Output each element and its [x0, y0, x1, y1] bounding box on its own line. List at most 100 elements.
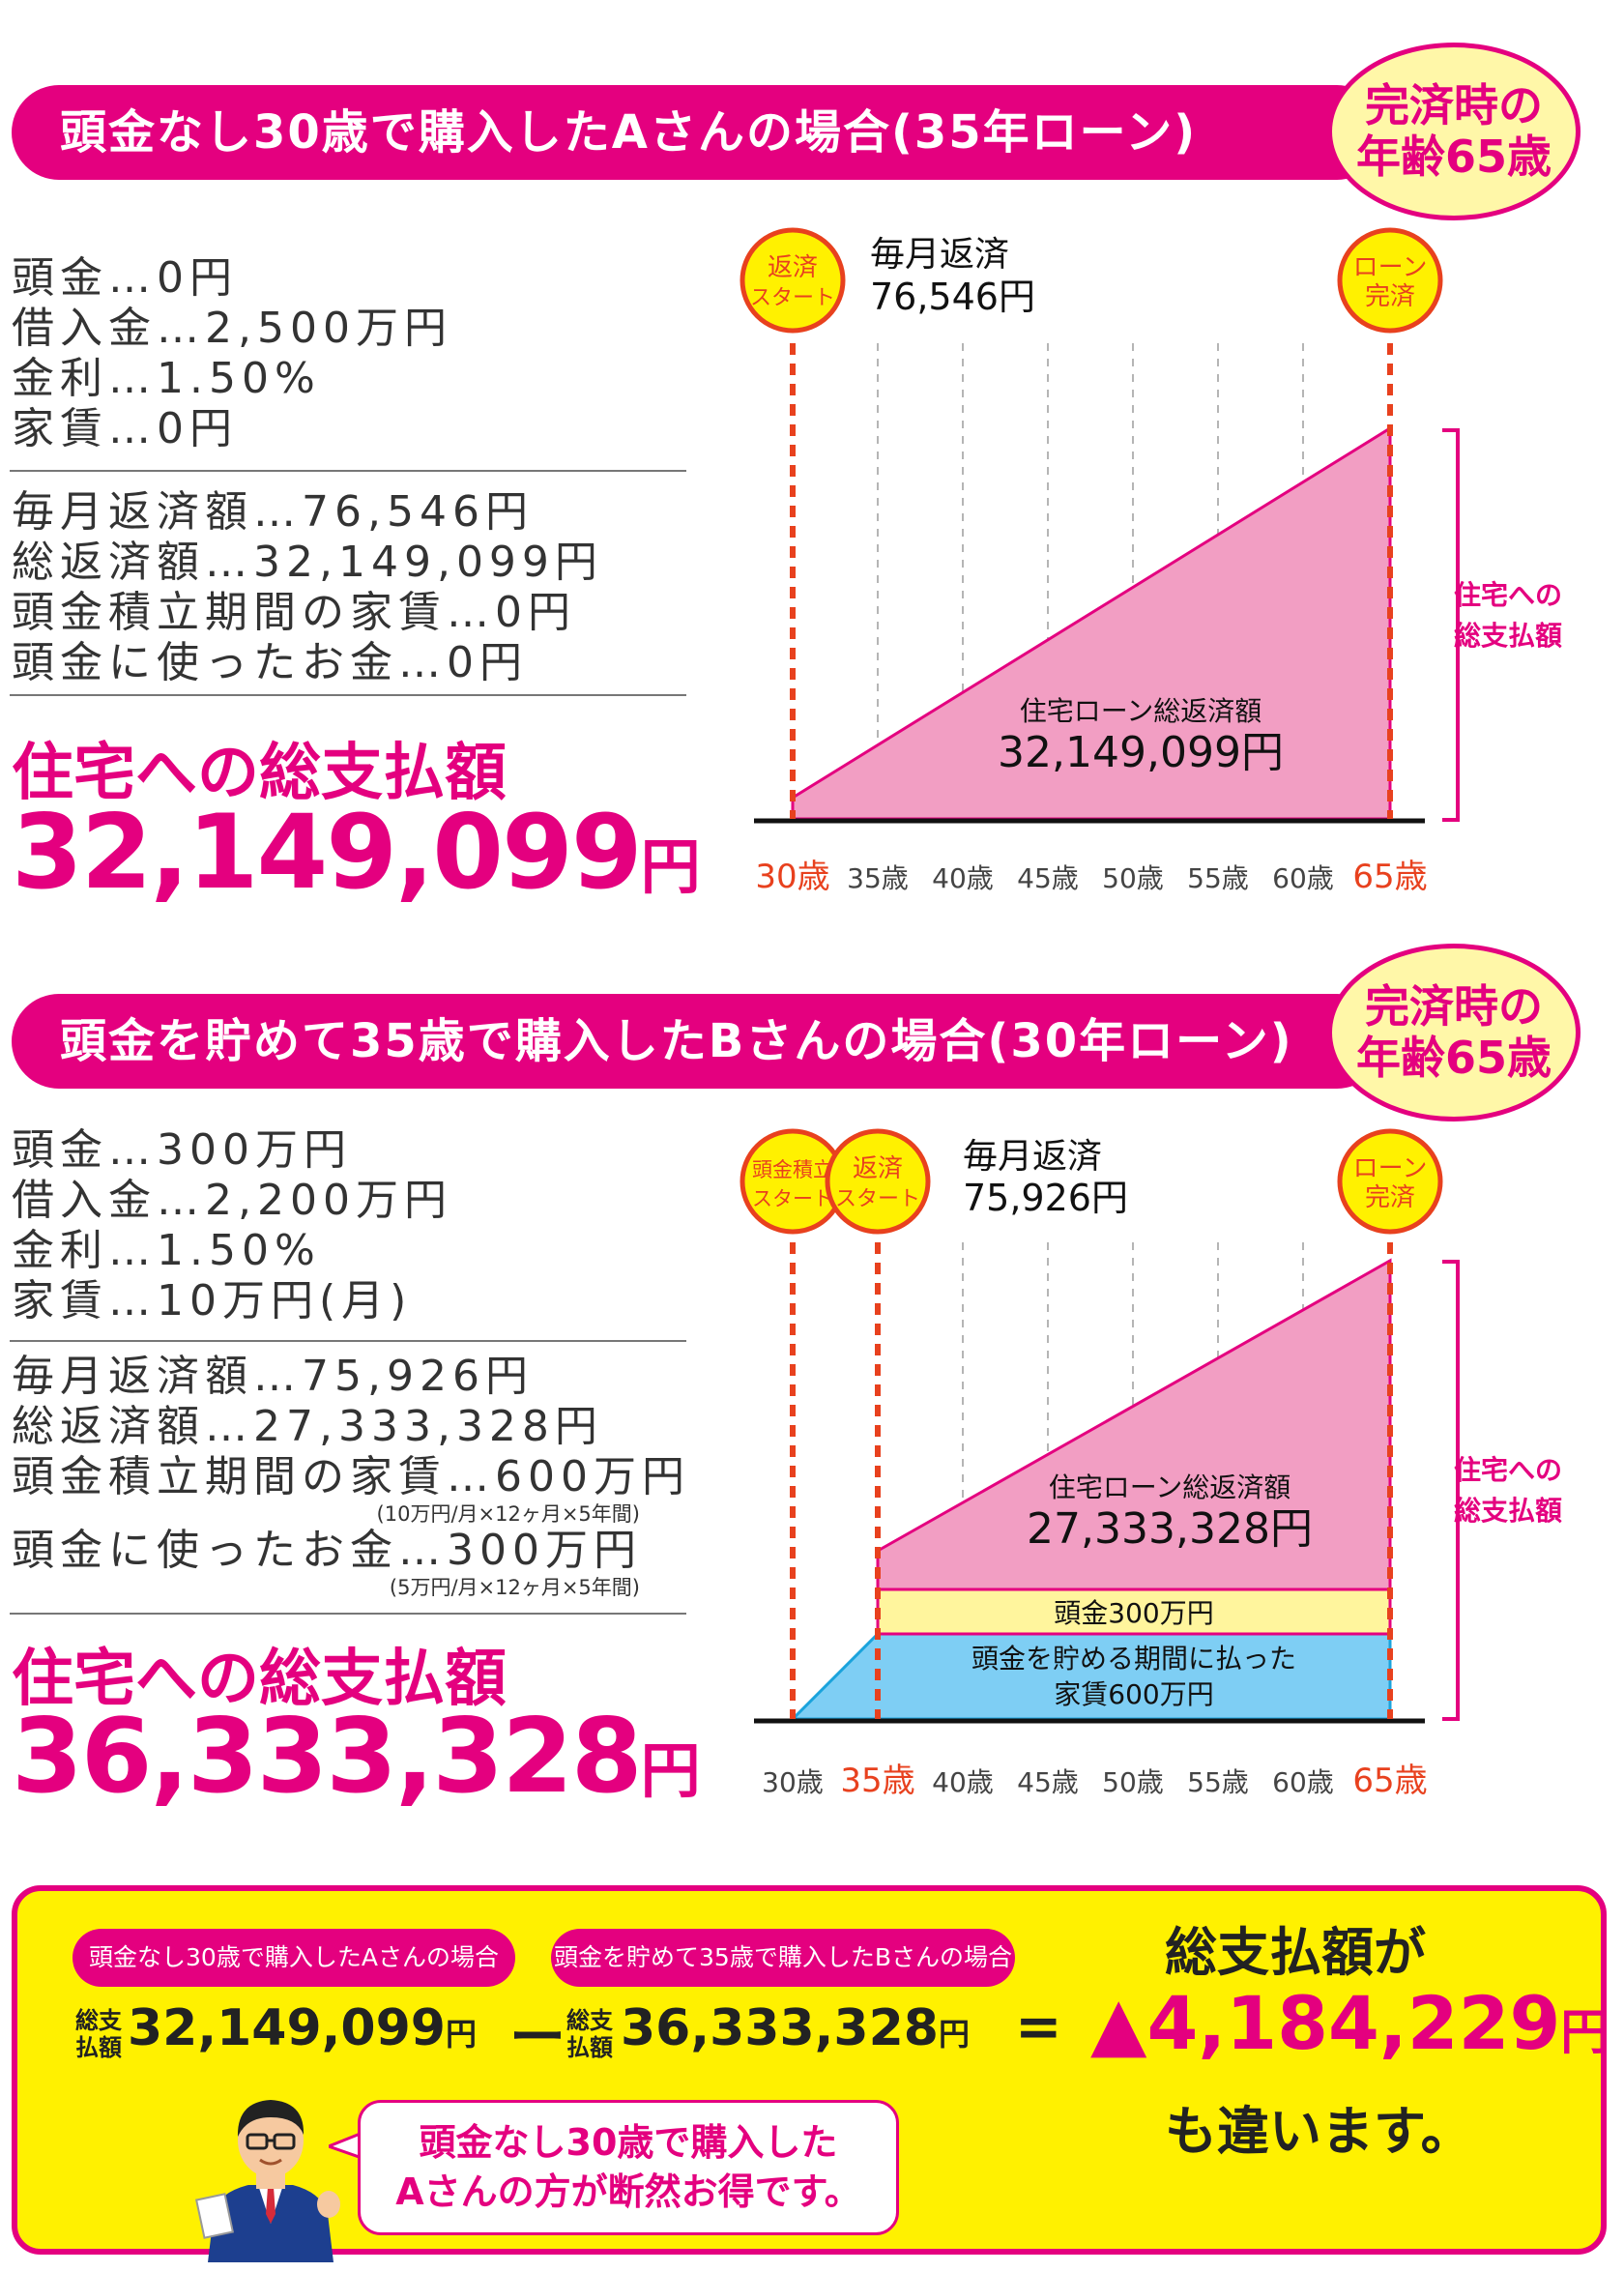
result-difference: ▲4,184,229円: [1090, 1980, 1610, 2066]
monthly-payment-label: 毎月返済: [963, 1137, 1102, 1177]
area-value: 32,149,099円: [998, 728, 1284, 777]
svg-text:ローン: ローン: [1353, 1154, 1428, 1183]
age-label: 45歳: [1017, 862, 1079, 894]
bubble-line1: 頭金なし30歳で購入した: [419, 2120, 838, 2164]
divider: [10, 1613, 686, 1615]
equals-sign: =: [1015, 1994, 1062, 2059]
rent-calc-note: (10万円/月×12ヶ月×5年間): [376, 1502, 640, 1526]
age-label: 60歳: [1272, 1766, 1334, 1798]
svg-text:スタート: スタート: [750, 286, 835, 310]
age-axis-labels: 30歳 35歳 40歳 45歳 50歳 55歳 60歳 65歳: [762, 1762, 1427, 1800]
section-a-total-label: 住宅への総支払額: [12, 738, 507, 809]
minus-sign: ー: [509, 2004, 566, 2070]
age-label: 50歳: [1102, 862, 1164, 894]
summary-amount-b: 36,333,328円: [621, 1999, 970, 2057]
bracket-label-2: 総支払額: [1454, 620, 1562, 652]
result-down-payment-used: 頭金に使ったお金…300万円: [12, 1526, 642, 1575]
repayment-start-marker: 返済 スタート: [825, 1128, 931, 1235]
section-b-conditions: 頭金…300万円 借入金…2,200万円 金利…1.50% 家賃…10万円(月): [12, 1125, 679, 1326]
age-label: 35歳: [840, 1762, 914, 1800]
summary-pill-b: 頭金を貯めて35歳で購入したBさんの場合: [551, 1929, 1015, 1987]
section-b-total-value: 36,333,328円: [12, 1697, 701, 1816]
bubble-line2: Aさんの方が断然お得です。: [395, 2170, 861, 2213]
businessman-illustration: [194, 2100, 340, 2262]
divider: [10, 694, 686, 696]
result-heading: 総支払額が: [1165, 1922, 1426, 1983]
result-down-payment-used: 頭金に使ったお金…0円: [12, 638, 528, 687]
fact-rent: 家賃…10万円(月): [12, 1276, 413, 1325]
result-monthly-payment: 毎月返済額…76,546円: [12, 487, 534, 537]
age-label: 65歳: [1352, 1762, 1427, 1800]
section-b-timeline-chart: 頭金積立 スタート 返済 スタート ローン 完済 毎月返済 75,926円 住宅…: [740, 1128, 1562, 1800]
age-label: 40歳: [932, 1766, 994, 1798]
summary-amount-a: 32,149,099円: [128, 1999, 477, 2057]
badge-line2: 年齢65歳: [1355, 131, 1552, 183]
section-b-banner: 頭金を貯めて35歳で購入したBさんの場合(30年ローン): [12, 994, 1384, 1089]
rent-label-2: 家賃600万円: [1054, 1678, 1213, 1710]
monthly-payment-value: 76,546円: [870, 276, 1035, 318]
age-label: 45歳: [1017, 1766, 1079, 1798]
section-b-payoff-age-badge: 完済時の 年齢65歳: [1327, 944, 1580, 1121]
loan-complete-marker: ローン 完済: [1337, 227, 1443, 334]
section-b-results: 毎月返済額…75,926円 総返済額…27,333,328円 頭金積立期間の家賃…: [12, 1352, 690, 1599]
fact-interest-rate: 金利…1.50%: [12, 1226, 321, 1275]
loan-complete-marker: ローン 完済: [1337, 1128, 1443, 1235]
area-label: 住宅ローン総返済額: [1020, 695, 1262, 727]
section-a-conditions: 頭金…0円 借入金…2,500万円 金利…1.50% 家賃…0円: [12, 253, 679, 454]
section-a-total-value: 32,149,099円: [12, 793, 701, 912]
age-label: 30歳: [755, 858, 829, 896]
bracket-label-2: 総支払額: [1454, 1495, 1562, 1527]
repayment-start-marker: 返済 スタート: [740, 227, 846, 334]
result-monthly-payment: 毎月返済額…75,926円: [12, 1352, 534, 1401]
svg-text:スタート: スタート: [835, 1187, 920, 1211]
age-axis-labels: 30歳 35歳 40歳 45歳 50歳 55歳 60歳 65歳: [755, 858, 1427, 896]
bracket-label-1: 住宅への: [1454, 579, 1562, 611]
divider: [10, 1340, 686, 1342]
svg-text:ローン: ローン: [1353, 253, 1428, 282]
age-label: 35歳: [847, 862, 909, 894]
badge-line1: 完済時の: [1365, 79, 1543, 132]
bracket-label-1: 住宅への: [1454, 1454, 1562, 1486]
total-bracket: [1442, 428, 1460, 822]
result-total-repayment: 総返済額…27,333,328円: [12, 1402, 603, 1451]
age-label: 55歳: [1187, 1766, 1249, 1798]
section-a-payoff-age-badge: 完済時の 年齢65歳: [1327, 43, 1580, 220]
section-b-total-label: 住宅への総支払額: [12, 1644, 507, 1715]
result-total-repayment: 総返済額…32,149,099円: [12, 538, 603, 587]
mini-total-label-b: 総支 払額: [566, 2007, 613, 2061]
rent-label-1: 頭金を貯める期間に払った: [972, 1643, 1296, 1675]
down-payment-calc-note: (5万円/月×12ヶ月×5年間): [389, 1576, 640, 1599]
age-label: 60歳: [1272, 862, 1334, 894]
fact-interest-rate: 金利…1.50%: [12, 354, 321, 403]
area-label: 住宅ローン総返済額: [1049, 1471, 1291, 1503]
result-rent-saving-period: 頭金積立期間の家賃…600万円: [12, 1452, 690, 1501]
result-tail: も違います。: [1165, 2101, 1473, 2162]
age-label: 65歳: [1352, 858, 1427, 896]
svg-text:スタート: スタート: [752, 1187, 833, 1210]
result-rent-saving-period: 頭金積立期間の家賃…0円: [12, 588, 576, 637]
monthly-payment-label: 毎月返済: [870, 235, 1009, 275]
section-a-timeline-chart: 返済 スタート ローン 完済 毎月返済 76,546円 住宅ローン総返済額 32…: [740, 227, 1562, 896]
fact-down-payment: 頭金…300万円: [12, 1125, 352, 1175]
svg-text:完済: 完済: [1365, 1183, 1415, 1212]
area-value: 27,333,328円: [1027, 1504, 1313, 1554]
badge-line2: 年齢65歳: [1355, 1032, 1552, 1084]
age-label: 40歳: [932, 862, 994, 894]
down-payment-label: 頭金300万円: [1054, 1597, 1213, 1629]
svg-text:頭金積立: 頭金積立: [752, 1158, 833, 1181]
age-label: 30歳: [762, 1766, 824, 1798]
age-label: 50歳: [1102, 1766, 1164, 1798]
section-a-banner: 頭金なし30歳で購入したAさんの場合(35年ローン): [12, 85, 1384, 180]
svg-text:完済: 完済: [1365, 282, 1415, 311]
svg-text:返済: 返済: [853, 1154, 903, 1183]
mini-total-label-a: 総支 払額: [75, 2007, 122, 2061]
section-a-results: 毎月返済額…76,546円 総返済額…32,149,099円 頭金積立期間の家賃…: [12, 487, 679, 688]
fact-down-payment: 頭金…0円: [12, 253, 238, 303]
monthly-payment-value: 75,926円: [963, 1177, 1128, 1219]
badge-line1: 完済時の: [1365, 980, 1543, 1034]
divider: [10, 470, 686, 472]
fact-loan-amount: 借入金…2,500万円: [12, 304, 452, 353]
fact-rent: 家賃…0円: [12, 404, 238, 453]
advice-speech-bubble: 頭金なし30歳で購入した Aさんの方が断然お得です。: [358, 2100, 899, 2235]
fact-loan-amount: 借入金…2,200万円: [12, 1176, 452, 1225]
